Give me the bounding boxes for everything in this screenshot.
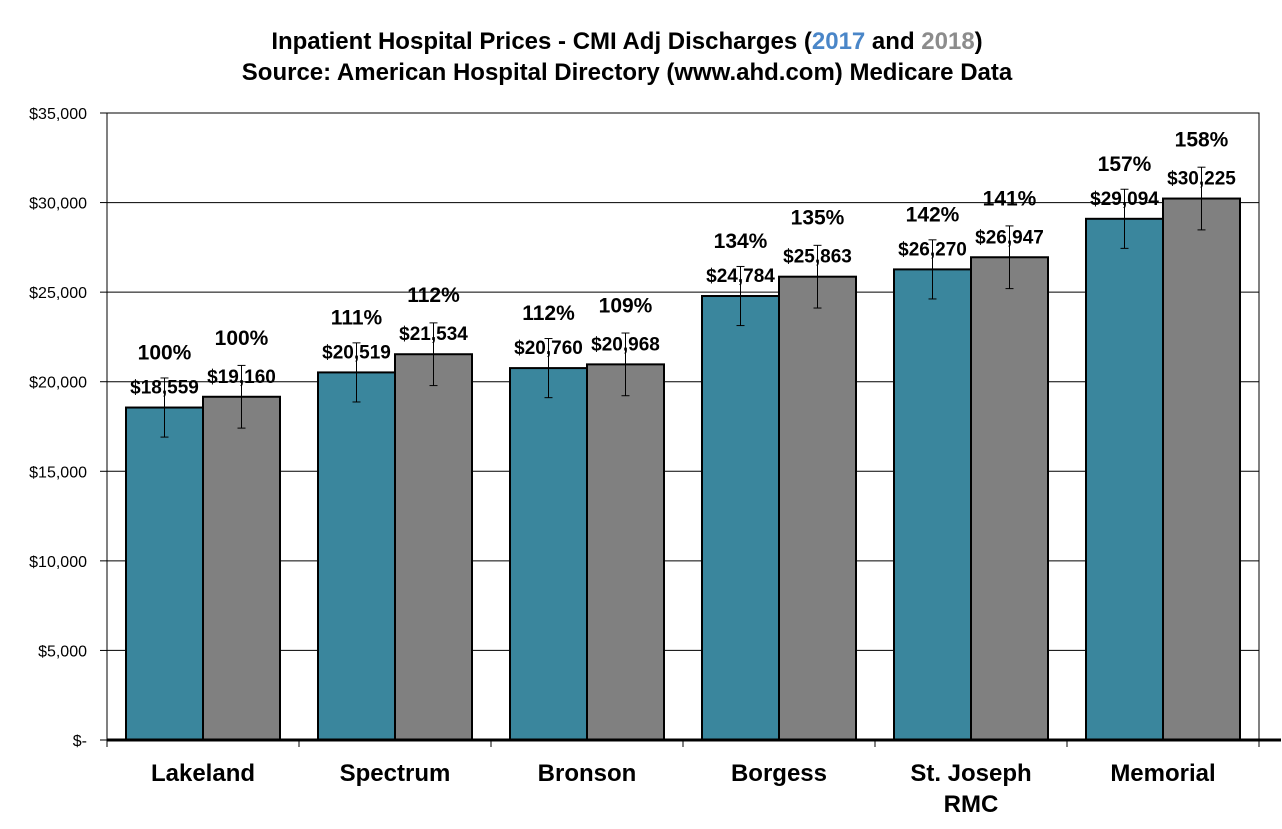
title-year-2017: 2017 <box>812 28 865 55</box>
data-label-percent: 100% <box>138 342 192 365</box>
x-tick-label: Borgess <box>731 760 827 787</box>
data-label-value: $25,863 <box>783 247 852 268</box>
bar-2018 <box>202 395 281 741</box>
bar-2017 <box>125 406 204 741</box>
bar-2017 <box>701 295 780 741</box>
bar-2017 <box>509 367 588 741</box>
y-tick-label: $35,000 <box>29 106 87 123</box>
data-label-percent: 112% <box>522 302 575 325</box>
data-label-percent: 142% <box>906 203 960 226</box>
chart-title-line1: Inpatient Hospital Prices - CMI Adj Disc… <box>271 28 982 55</box>
y-tick-label: $10,000 <box>29 554 87 571</box>
bar-2018 <box>394 353 473 741</box>
data-label-value: $26,947 <box>975 227 1044 248</box>
y-tick-label: $25,000 <box>29 285 87 302</box>
title-mid: and <box>865 28 921 55</box>
bar-2018 <box>1162 197 1241 741</box>
data-label-percent: 158% <box>1175 129 1229 152</box>
data-label-value: $30,225 <box>1167 169 1236 190</box>
bar-2018 <box>586 363 665 741</box>
data-label-value: $24,784 <box>706 266 775 287</box>
title-suffix: ) <box>975 28 983 55</box>
data-label-value: $20,519 <box>322 342 391 363</box>
data-label-percent: 111% <box>331 306 383 329</box>
title-year-2018: 2018 <box>921 28 974 55</box>
data-label-percent: 109% <box>599 294 653 317</box>
y-tick-label: $5,000 <box>38 643 87 660</box>
y-tick-label: $20,000 <box>29 375 87 392</box>
x-tick-label: St. Joseph RMC <box>910 760 1031 818</box>
data-label-percent: 141% <box>983 187 1037 210</box>
bar-2017 <box>1085 217 1164 742</box>
data-label-value: $29,094 <box>1090 189 1159 210</box>
data-label-percent: 112% <box>407 284 460 307</box>
data-label-percent: 100% <box>215 327 269 350</box>
title-prefix: Inpatient Hospital Prices - CMI Adj Disc… <box>271 28 812 55</box>
data-label-value: $20,760 <box>514 338 583 359</box>
bar-2017 <box>893 268 972 741</box>
data-label-value: $21,534 <box>399 324 468 345</box>
x-tick-label: Lakeland <box>151 760 255 787</box>
chart-title-line2: Source: American Hospital Directory (www… <box>242 59 1013 86</box>
data-label-value: $26,270 <box>898 239 967 260</box>
data-label-value: $19,160 <box>207 367 276 388</box>
data-label-percent: 157% <box>1098 153 1152 176</box>
data-label-value: $18,559 <box>130 378 199 399</box>
plot-area: $- $5,000 $10,000 $15,000 $20,000 $25,000 $30,… <box>29 106 1281 818</box>
bar-2018 <box>778 275 857 741</box>
x-tick-label: Bronson <box>538 760 637 787</box>
x-tick-label: Spectrum <box>340 760 451 787</box>
y-tick-label: $15,000 <box>29 464 87 481</box>
data-label-percent: 135% <box>791 207 845 230</box>
data-label-percent: 134% <box>714 230 768 253</box>
y-tick-label: $- <box>73 733 87 750</box>
bar-2017 <box>317 371 396 741</box>
x-tick-label: Memorial <box>1110 760 1215 787</box>
data-label-value: $20,968 <box>591 334 660 355</box>
y-tick-label: $30,000 <box>29 196 87 213</box>
bar-2018 <box>970 256 1049 741</box>
plot-border <box>106 112 1260 741</box>
